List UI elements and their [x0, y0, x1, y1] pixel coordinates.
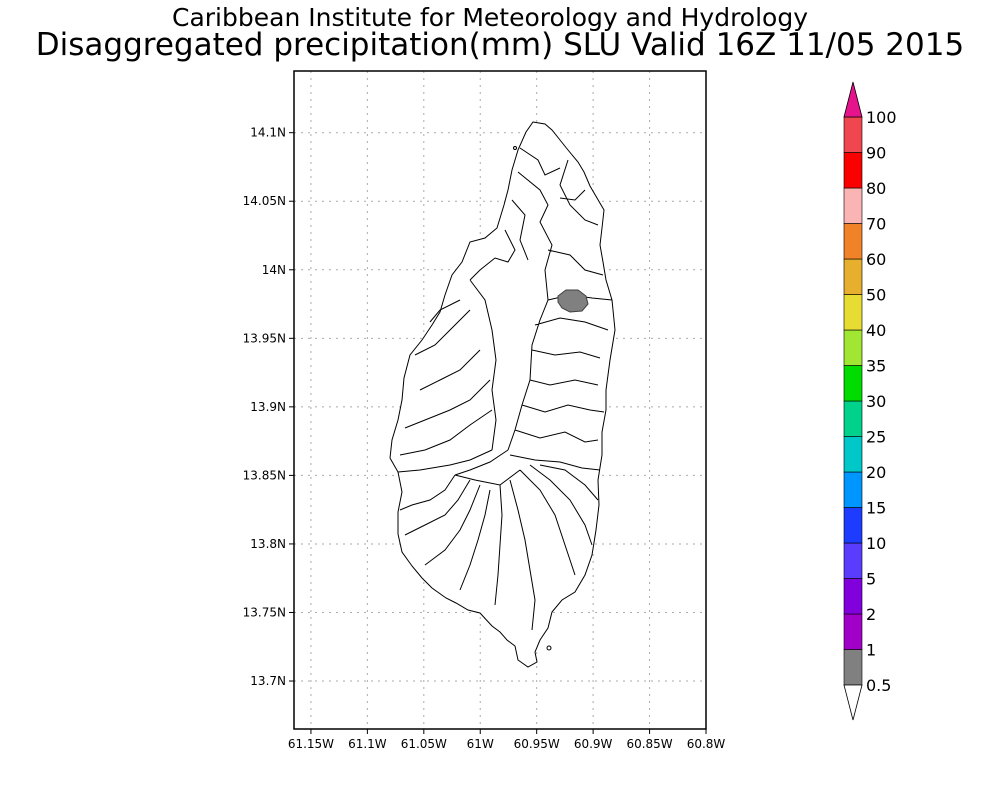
- colorbar-label: 100: [866, 108, 897, 127]
- colorbar-label: 20: [866, 463, 886, 482]
- colorbar-label: 30: [866, 392, 886, 411]
- colorbar-segment: [843, 613, 863, 650]
- colorbar-segment: [843, 187, 863, 224]
- colorbar-label: 1: [866, 641, 876, 660]
- colorbar-label: 90: [866, 144, 886, 163]
- colorbar-lower-triangle: [843, 684, 863, 721]
- map-frame: [293, 70, 707, 730]
- lat-tick-label: 14.05N: [243, 194, 286, 208]
- colorbar-segment: [843, 116, 863, 153]
- lat-tick-label: 14.1N: [250, 126, 286, 140]
- colorbar-segment: [843, 436, 863, 473]
- colorbar-label: 10: [866, 534, 886, 553]
- lon-tick-label: 60.85W: [626, 737, 672, 751]
- lat-axis: 14.1N 14.05N 14N 13.95N 13.9N 13.85N 13.8N 13.7…: [243, 126, 294, 688]
- island-map: [389, 121, 616, 668]
- islet: [513, 146, 517, 150]
- lon-axis: 61.15W 61.1W 61.05W 61W 60.95W 60.9W 60.85W 60.…: [288, 729, 726, 751]
- colorbar-label: 50: [866, 286, 886, 305]
- colorbar-segment: [843, 329, 863, 366]
- colorbar-segment: [843, 400, 863, 437]
- lon-tick-label: 61.15W: [288, 737, 334, 751]
- lat-tick-label: 13.75N: [243, 605, 286, 619]
- colorbar-label: 15: [866, 499, 886, 518]
- colorbar-label: 2: [866, 605, 876, 624]
- islet: [546, 645, 552, 651]
- colorbar-upper-triangle: [843, 81, 863, 118]
- lon-tick-label: 61W: [467, 737, 494, 751]
- colorbar-segment: [843, 223, 863, 260]
- colorbar-segment: [843, 578, 863, 615]
- lon-tick-label: 61.05W: [401, 737, 447, 751]
- lon-tick-label: 61.1W: [348, 737, 387, 751]
- colorbar-segment: [843, 542, 863, 579]
- colorbar-label: 40: [866, 321, 886, 340]
- colorbar-segment: [843, 365, 863, 402]
- colorbar-label: 70: [866, 215, 886, 234]
- lat-tick-label: 13.9N: [250, 400, 286, 414]
- colorbar-label: 5: [866, 570, 876, 589]
- island-outline: [389, 121, 616, 668]
- chart-subtitle: Disaggregated precipitation(mm) SLU Vali…: [35, 27, 965, 63]
- lat-tick-label: 13.7N: [250, 674, 286, 688]
- lon-tick-label: 60.8W: [687, 737, 726, 751]
- lat-tick-label: 13.8N: [250, 537, 286, 551]
- colorbar-label: 25: [866, 428, 886, 447]
- lat-tick-label: 13.95N: [243, 331, 286, 345]
- lat-tick-label: 13.85N: [243, 468, 286, 482]
- colorbar-segment: [843, 507, 863, 544]
- lat-tick-label: 14N: [262, 263, 286, 277]
- chart-title: Caribbean Institute for Meteorology and …: [172, 3, 808, 32]
- lon-tick-label: 60.95W: [514, 737, 560, 751]
- colorbar-segment: [843, 649, 863, 686]
- colorbar-label: 0.5: [866, 676, 891, 695]
- colorbar-segment: [843, 471, 863, 508]
- colorbar-label: 80: [866, 179, 886, 198]
- colorbar-segment: [843, 258, 863, 295]
- precip-area-0.5-1mm: [557, 289, 589, 313]
- colorbar-label: 60: [866, 250, 886, 269]
- colorbar-segment: [843, 294, 863, 331]
- lon-tick-label: 60.9W: [574, 737, 613, 751]
- colorbar-label: 35: [866, 357, 886, 376]
- colorbar-segment: [843, 152, 863, 189]
